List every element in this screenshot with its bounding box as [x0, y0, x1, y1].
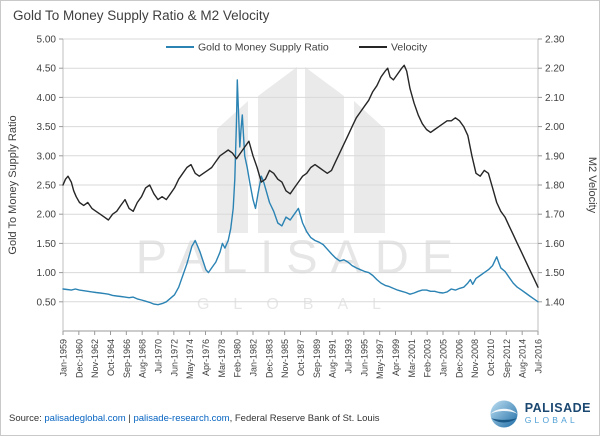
left-tick-label: 2.00: [37, 210, 57, 221]
right-tick-label: 2.20: [545, 64, 565, 75]
right-tick-label: 1.60: [545, 239, 565, 250]
x-tick-label: Nov-2008: [470, 339, 480, 378]
series-line-0: [62, 79, 539, 306]
source-line: Source: palisadeglobal.com | palisade-re…: [9, 413, 380, 424]
legend-label-1: Velocity: [391, 42, 428, 54]
x-tick-label: Oct-1987: [296, 339, 306, 376]
left-axis-ticks: 5.00 4.50 4.00 3.50 3.00 2.50 2.00 1.50 1.00 0.50: [37, 35, 63, 308]
x-tick-label: Jul-2016: [534, 339, 544, 374]
right-tick-label: 2.00: [545, 122, 565, 133]
x-tick-label: Jul-1970: [154, 339, 164, 374]
right-tick-label: 2.30: [545, 35, 565, 46]
left-tick-label: 5.00: [37, 35, 57, 46]
x-tick-label: Apr-1976: [201, 339, 211, 376]
x-tick-label: Oct-2010: [486, 339, 496, 376]
left-axis-title: Gold To Money Supply Ratio: [7, 115, 19, 254]
right-tick-label: 1.70: [545, 210, 565, 221]
x-tick-label: Jan-1982: [249, 339, 259, 377]
right-tick-label: 1.50: [545, 268, 565, 279]
x-tick-label: Aug-1968: [138, 339, 148, 378]
left-tick-label: 0.50: [37, 297, 57, 308]
source-suffix: , Federal Reserve Bank of St. Louis: [229, 413, 380, 424]
source-link-palisade-research[interactable]: palisade-research.com: [133, 413, 230, 424]
x-tick-label: Mar-2001: [407, 339, 417, 378]
left-tick-label: 3.50: [37, 122, 57, 133]
x-tick-label: Jan-2005: [439, 339, 449, 377]
x-tick-label: Mar-1978: [217, 339, 227, 378]
legend-label-0: Gold to Money Supply Ratio: [198, 42, 329, 54]
brand-logo: PALISADE GLOBAL: [489, 399, 591, 429]
right-tick-label: 1.90: [545, 151, 565, 162]
x-tick-label: May-1997: [375, 339, 385, 379]
x-tick-label: Jun-1972: [169, 339, 179, 377]
x-tick-label: Sep-1989: [312, 339, 322, 378]
x-axis-labels: Jan-1959 Dec-1960 Nov-1962 Oct-1964 Sep-1966…: [59, 331, 544, 379]
left-tick-label: 1.00: [37, 268, 57, 279]
right-axis-ticks: 2.30 2.20 2.10 2.00 1.90 1.80 1.70 1.60 1.50 1.40: [538, 35, 565, 308]
brand-subtitle: GLOBAL: [524, 415, 578, 426]
left-tick-label: 2.50: [37, 181, 57, 192]
x-tick-label: May-1974: [185, 339, 195, 379]
source-separator: |: [125, 413, 134, 424]
x-tick-label: Dec-1983: [264, 339, 274, 378]
left-tick-label: 3.00: [37, 151, 57, 162]
right-axis-title: M2 Velocity: [586, 157, 598, 214]
x-tick-label: Nov-1962: [90, 339, 100, 378]
x-tick-label: Dec-1960: [74, 339, 84, 378]
x-tick-label: Aug-2014: [518, 339, 528, 378]
chart-title: Gold To Money Supply Ratio & M2 Velocity: [13, 8, 270, 23]
x-tick-label: Nov-1985: [280, 339, 290, 378]
source-prefix: Source:: [9, 413, 45, 424]
x-tick-label: Jun-1995: [359, 339, 369, 377]
x-tick-label: Oct-1964: [106, 339, 116, 376]
brand-logo-icon: [490, 400, 518, 428]
x-tick-label: Feb-1980: [233, 339, 243, 378]
brand-text: PALISADE GLOBAL: [525, 402, 591, 425]
left-tick-label: 4.00: [37, 93, 57, 104]
x-tick-label: Feb-2003: [423, 339, 433, 378]
x-tick-label: Aug-1991: [328, 339, 338, 378]
series-line-1: [62, 64, 539, 288]
legend: Gold to Money Supply Ratio Velocity: [166, 42, 428, 54]
gridlines: [63, 38, 538, 332]
x-tick-label: Sep-2012: [502, 339, 512, 378]
x-tick-label: Jul-1993: [344, 339, 354, 374]
source-link-palisadeglobal[interactable]: palisadeglobal.com: [44, 413, 126, 424]
right-tick-label: 2.10: [545, 93, 565, 104]
left-tick-label: 1.50: [37, 239, 57, 250]
left-tick-label: 4.50: [37, 64, 57, 75]
x-tick-label: Sep-1966: [122, 339, 132, 378]
right-tick-label: 1.40: [545, 297, 565, 308]
right-tick-label: 1.80: [545, 181, 565, 192]
brand-name: PALISADE: [524, 401, 591, 416]
x-tick-label: Dec-2006: [454, 339, 464, 378]
x-tick-label: Apr-1999: [391, 339, 401, 376]
x-tick-label: Jan-1959: [59, 339, 69, 377]
